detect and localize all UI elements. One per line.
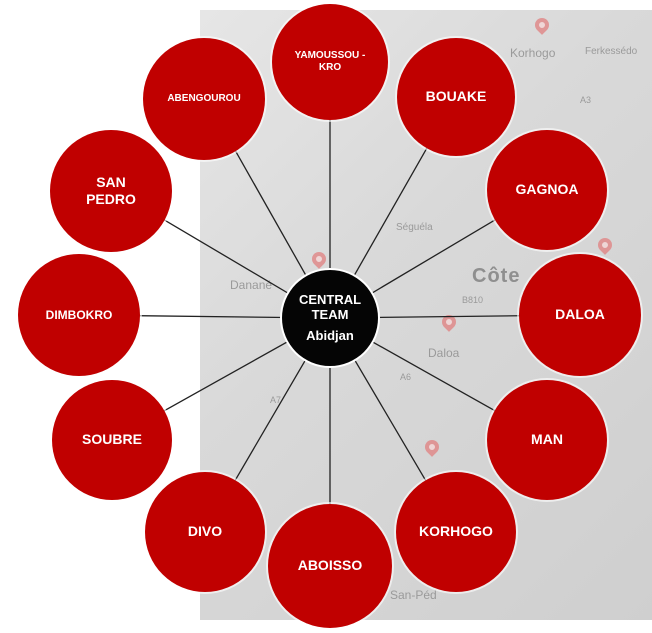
node-abengourou: ABENGOUROU [143,38,265,160]
node-label: SAN PEDRO [86,173,136,208]
node-bouake: BOUAKE [397,38,515,156]
center-subtitle: Abidjan [306,328,354,344]
center-title: CENTRAL TEAM [298,291,362,322]
node-yamoussoukro: YAMOUSSOU - KRO [272,4,388,120]
map-label: Ferkessédo [585,46,638,57]
node-label: DIVO [187,523,223,540]
node-label: GAGNOA [515,181,579,198]
node-daloa: DALOA [519,254,641,376]
map-label: Danané [230,278,273,292]
node-label: KORHOGO [419,523,493,540]
road-code: A6 [400,372,412,382]
node-label: YAMOUSSOU - KRO [294,49,366,74]
map-label: Séguéla [396,222,433,233]
node-san-pedro: SAN PEDRO [50,130,172,252]
road-code: B810 [462,295,484,305]
node-dimbokro: DIMBOKRO [18,254,140,376]
node-korhogo: KORHOGO [396,472,516,592]
center-hub: CENTRAL TEAM Abidjan [282,270,378,366]
node-label: MAN [531,431,563,448]
road-code: A7 [270,395,282,405]
map-label: Côte [472,265,521,287]
road-code: A3 [580,95,592,105]
node-man: MAN [487,380,607,500]
map-label: Daloa [428,346,460,360]
map-label: San-Péd [390,588,437,602]
map-label: Korhogo [510,46,556,60]
node-label: BOUAKE [425,88,487,105]
node-label: ABENGOUROU [167,92,241,104]
node-soubre: SOUBRE [52,380,172,500]
node-label: DIMBOKRO [45,307,113,322]
node-divo: DIVO [145,472,265,592]
node-aboisso: ABOISSO [268,504,392,628]
node-label: DALOA [555,306,605,323]
node-gagnoa: GAGNOA [487,130,607,250]
node-label: SOUBRE [82,431,142,448]
node-label: ABOISSO [297,557,363,574]
